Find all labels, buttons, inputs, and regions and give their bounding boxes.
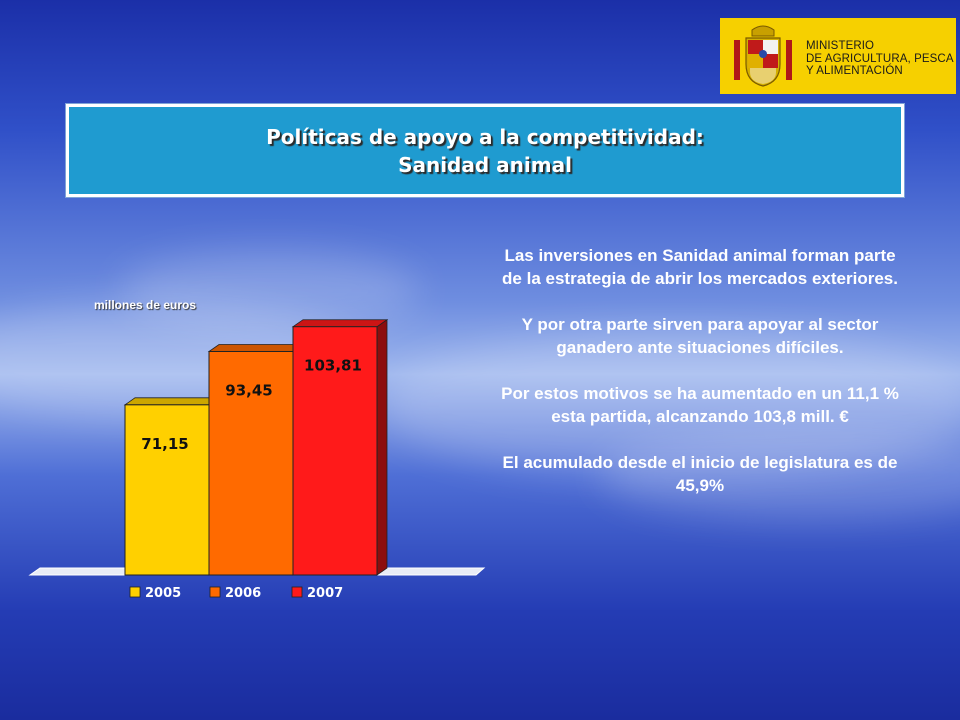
bar-top-2005 [123, 397, 221, 406]
chart-unit-label: millones de euros [94, 298, 197, 312]
ministry-name: MINISTERIO DE AGRICULTURA, PESCA Y ALIME… [806, 40, 954, 78]
body-paragraph-4: El acumulado desde el inicio de legislat… [502, 453, 898, 495]
bar-top-2007 [291, 319, 389, 328]
coat-of-arms-icon [734, 25, 792, 87]
bar-side-2007 [376, 318, 388, 576]
logo-line-2: DE AGRICULTURA, PESCA [806, 52, 954, 65]
legend-label-2005: 2005 [145, 586, 181, 601]
bar-value-label-2006: 93,45 [225, 381, 272, 399]
logo-line-1: MINISTERIO [806, 40, 875, 52]
title-line-2: Sanidad animal [398, 152, 572, 177]
bar-top-2006 [207, 344, 305, 352]
logo-line-3: Y ALIMENTACIÓN [806, 65, 903, 77]
title-line-1: Políticas de apoyo a la competitividad: [266, 124, 704, 149]
bar-value-label-2005: 71,15 [141, 435, 188, 453]
body-paragraph-2: Y por otra parte sirven para apoyar al s… [521, 315, 879, 357]
bar-2006 [208, 350, 294, 576]
legend-swatch-2005 [129, 586, 141, 598]
legend-swatch-2007 [291, 586, 303, 598]
title-banner: Políticas de apoyo a la competitividad: … [65, 103, 905, 198]
body-text: Las inversiones en Sanidad animal forman… [500, 244, 900, 497]
legend-swatch-2006 [209, 586, 221, 598]
bar-2007 [292, 326, 378, 576]
bar-value-label-2007: 103,81 [304, 357, 362, 375]
bar-2005 [124, 404, 210, 576]
body-paragraph-1: Las inversiones en Sanidad animal forman… [502, 246, 898, 288]
legend-label-2006: 2006 [225, 586, 261, 601]
legend-label-2007: 2007 [307, 586, 343, 601]
body-paragraph-3: Por estos motivos se ha aumentado en un … [501, 384, 899, 426]
ministry-logo: MINISTERIO DE AGRICULTURA, PESCA Y ALIME… [720, 18, 956, 94]
